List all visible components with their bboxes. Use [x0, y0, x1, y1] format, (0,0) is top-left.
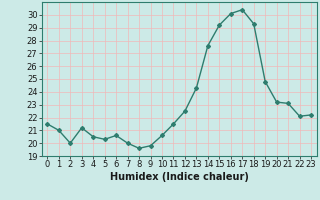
X-axis label: Humidex (Indice chaleur): Humidex (Indice chaleur) — [110, 172, 249, 182]
